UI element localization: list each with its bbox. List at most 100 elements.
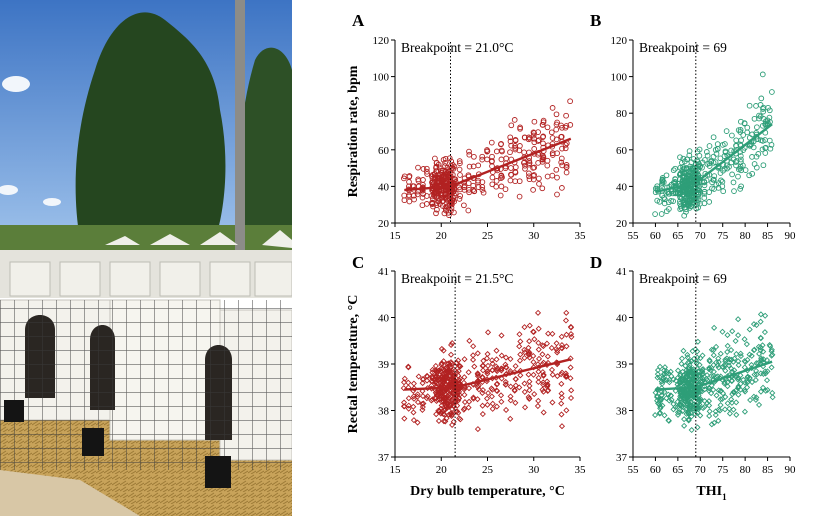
data-point [722, 356, 729, 363]
data-point [521, 160, 527, 166]
data-point [507, 383, 514, 390]
data-point [706, 143, 713, 149]
data-point [696, 146, 703, 153]
data-point [465, 207, 472, 214]
data-point [677, 371, 684, 378]
data-point [457, 363, 464, 370]
data-point [432, 175, 439, 181]
data-point [764, 386, 771, 394]
data-point [502, 378, 509, 385]
data-point [762, 387, 769, 394]
data-point [485, 390, 492, 397]
data-point [540, 379, 547, 386]
data-point [677, 198, 683, 205]
data-point [526, 158, 533, 164]
data-point [449, 164, 456, 171]
data-point [512, 137, 519, 143]
data-point [758, 137, 764, 144]
data-point [440, 407, 447, 414]
data-point [558, 155, 565, 162]
data-point [701, 398, 708, 405]
x-tick-label: 30 [528, 464, 540, 476]
x-tick-label: 90 [785, 464, 797, 476]
data-point [710, 134, 717, 141]
data-point [760, 106, 766, 112]
data-point [656, 363, 664, 370]
data-point [440, 347, 447, 354]
data-point [511, 386, 518, 393]
data-point [735, 376, 742, 383]
y-tick-label: 20 [616, 218, 628, 230]
data-point [728, 159, 735, 166]
data-point [442, 163, 448, 169]
data-point [658, 211, 665, 217]
data-point [433, 411, 440, 418]
data-point [695, 406, 702, 413]
data-point [688, 413, 695, 420]
data-point [485, 329, 492, 336]
data-point [677, 176, 683, 183]
data-point [701, 195, 708, 201]
data-point [554, 349, 561, 356]
data-point [433, 384, 440, 391]
data-point [471, 363, 478, 370]
data-point [539, 156, 546, 162]
data-point [526, 378, 533, 385]
data-point [558, 423, 566, 430]
data-point [652, 412, 659, 419]
data-point [741, 120, 748, 127]
x-tick-label: 75 [717, 230, 729, 242]
data-point [543, 340, 551, 347]
x-tick-label: 25 [482, 230, 494, 242]
data-point [414, 419, 421, 426]
data-point [722, 393, 729, 400]
data-point [724, 342, 731, 349]
data-point [526, 395, 533, 402]
data-point [484, 401, 491, 408]
data-point [701, 190, 708, 197]
x-tick-label: 25 [482, 464, 494, 476]
data-point [680, 387, 687, 395]
data-point [666, 206, 672, 212]
data-point [419, 393, 426, 400]
data-point [563, 373, 570, 380]
data-point [559, 124, 565, 131]
data-point [755, 151, 762, 157]
data-point [489, 386, 496, 393]
data-point [752, 376, 759, 384]
data-point [423, 201, 430, 207]
data-point [539, 185, 546, 192]
data-point [666, 397, 673, 404]
data-point [656, 401, 663, 408]
data-point [719, 364, 726, 371]
data-point [521, 324, 528, 331]
data-point [535, 138, 541, 144]
data-points [400, 309, 575, 433]
data-point [693, 406, 700, 413]
data-point [424, 373, 431, 380]
data-point [656, 198, 663, 205]
data-point [568, 333, 575, 340]
data-point [498, 352, 505, 359]
data-point [471, 188, 478, 194]
data-point [489, 163, 495, 169]
data-point [735, 316, 742, 323]
data-point [719, 328, 726, 335]
data-point [661, 388, 668, 396]
data-point [700, 366, 707, 373]
data-point [438, 360, 445, 367]
data-point [696, 152, 703, 159]
data-point [715, 387, 722, 394]
data-point [521, 380, 528, 387]
data-point [502, 186, 509, 193]
data-point [530, 132, 537, 139]
data-point [554, 347, 561, 354]
data-point [684, 393, 691, 400]
data-point [517, 143, 523, 149]
data-point [686, 205, 693, 211]
data-point [405, 402, 412, 409]
data-point [656, 410, 663, 417]
data-point [769, 351, 776, 358]
data-point [724, 348, 731, 355]
